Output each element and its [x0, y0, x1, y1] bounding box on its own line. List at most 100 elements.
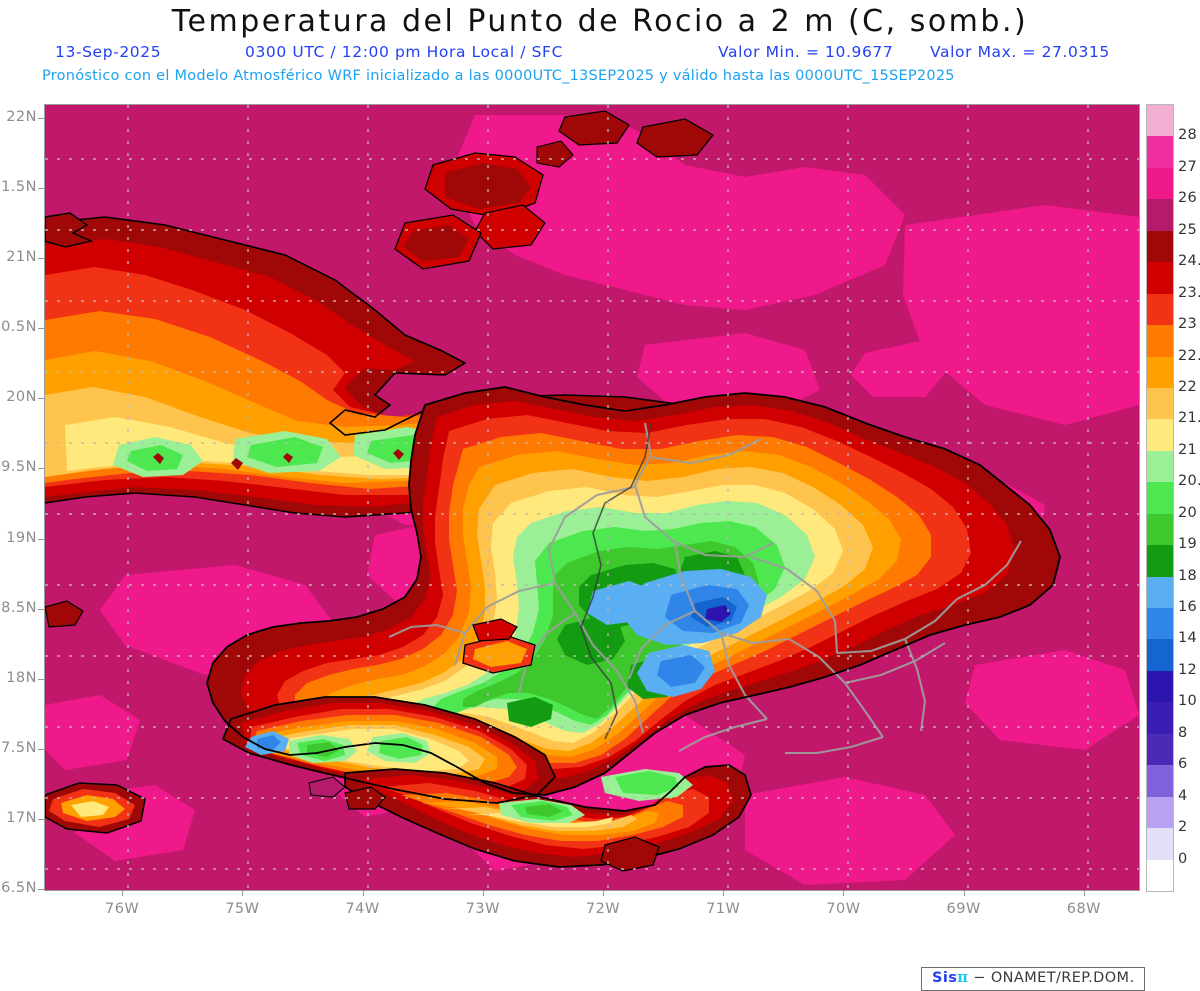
logo-sis-text: Sis — [932, 970, 958, 986]
colorbar-tick-label: 18 — [1178, 567, 1198, 584]
y-axis-tick — [38, 608, 44, 610]
y-axis-label: 20N — [6, 389, 37, 406]
colorbar-swatch — [1147, 199, 1173, 231]
colorbar-tick-label: 19 — [1178, 536, 1198, 553]
model-note: Pronóstico con el Modelo Atmosférico WRF… — [42, 68, 955, 84]
colorbar-tick-label: 23 — [1178, 316, 1198, 333]
colorbar-tick-label: 25 — [1178, 221, 1198, 238]
colorbar-swatch — [1147, 167, 1173, 200]
colorbar-swatch — [1147, 356, 1173, 388]
header: Temperatura del Punto de Rocio a 2 m (C,… — [0, 0, 1200, 95]
y-axis-label: 19N — [6, 529, 37, 546]
colorbar-tick-label: 21 — [1178, 441, 1198, 458]
colorbar-swatch — [1147, 230, 1173, 263]
colorbar-swatch — [1147, 325, 1173, 357]
x-axis-tick — [122, 890, 124, 896]
y-axis-tick — [38, 258, 44, 260]
colorbar-swatch — [1147, 608, 1173, 640]
colorbar-tick-label: 21.5 — [1178, 410, 1200, 427]
colorbar-tick-label: 23.5 — [1178, 284, 1200, 301]
x-axis-label: 68W — [1066, 901, 1102, 917]
x-axis-label: 72W — [585, 901, 621, 917]
plot-area: Sisπ − ONAMET/REP.DOM. 22N 21.5N 21N 20.5N 2… — [0, 95, 1200, 991]
y-axis-label: 18N — [6, 669, 37, 686]
y-axis-label: 19.5N — [0, 459, 37, 476]
y-axis-tick — [38, 398, 44, 400]
y-axis-label: 22N — [6, 109, 37, 126]
colorbar-tick-label: 22 — [1178, 378, 1198, 395]
colorbar-tick-label: 28 — [1178, 127, 1198, 144]
colorbar-tick-label: 14 — [1178, 630, 1198, 647]
logo-org-text: − ONAMET/REP.DOM. — [973, 970, 1135, 986]
x-axis-tick — [242, 890, 244, 896]
colorbar-swatch — [1147, 765, 1173, 797]
colorbar-tick-label: 0 — [1178, 850, 1188, 867]
forecast-date: 13-Sep-2025 — [55, 43, 162, 61]
colorbar-tick-label: 2 — [1178, 819, 1188, 836]
x-axis-label: 75W — [225, 901, 260, 917]
x-axis-label: 69W — [946, 901, 981, 917]
y-axis-tick — [38, 678, 44, 680]
colorbar-tick-label: 8 — [1178, 724, 1188, 741]
x-axis-tick — [603, 890, 605, 896]
colorbar-swatch — [1147, 387, 1173, 420]
colorbar-swatch — [1147, 670, 1173, 703]
value-max-label: Valor Max. = 27.0315 — [930, 43, 1110, 61]
map-canvas[interactable] — [44, 104, 1140, 891]
y-axis-label: 18.5N — [0, 599, 37, 616]
y-axis-label: 21N — [6, 249, 37, 266]
colorbar-tick-label: 24.5 — [1178, 253, 1200, 270]
colorbar-swatch — [1147, 105, 1173, 137]
colorbar-tick-label: 6 — [1178, 756, 1188, 773]
colorbar-swatch — [1147, 796, 1173, 829]
x-axis-tick — [362, 890, 364, 896]
colorbar-tick-label: 26 — [1178, 190, 1198, 207]
colorbar-tick-label: 10 — [1178, 693, 1198, 710]
x-axis-label: 71W — [706, 901, 741, 917]
colorbar-tick-label: 27 — [1178, 158, 1198, 175]
x-axis-tick — [843, 890, 845, 896]
y-axis-tick — [38, 538, 44, 540]
colorbar-tick-label: 12 — [1178, 661, 1198, 678]
colorbar-swatch — [1147, 482, 1173, 514]
colorbar-tick-label: 20.5 — [1178, 473, 1200, 490]
colorbar-swatch — [1147, 639, 1173, 671]
colorbar-swatch — [1147, 733, 1173, 766]
x-axis-tick — [482, 890, 484, 896]
y-axis-tick — [38, 468, 44, 470]
y-axis-label: 16.5N — [0, 880, 37, 896]
colorbar-swatch — [1147, 513, 1173, 546]
y-axis-tick — [38, 328, 44, 330]
x-axis-tick — [723, 890, 725, 896]
logo-pi-icon: π — [957, 969, 969, 986]
colorbar-swatch — [1147, 262, 1173, 294]
y-axis-label: 20.5N — [0, 319, 37, 336]
colorbar-swatch — [1147, 450, 1173, 483]
x-axis-tick — [963, 890, 965, 896]
colorbar-tick-label: 22.5 — [1178, 347, 1200, 364]
colorbar-tick-label: 4 — [1178, 787, 1188, 804]
y-axis-label: 17N — [6, 809, 37, 826]
y-axis-tick — [38, 748, 44, 750]
x-axis-label: 73W — [465, 901, 500, 917]
x-axis-tick — [1083, 890, 1085, 896]
colorbar-swatch — [1147, 828, 1173, 860]
page-title: Temperatura del Punto de Rocio a 2 m (C,… — [171, 4, 1029, 39]
dewpoint-shaded-map — [45, 105, 1139, 890]
x-axis-label: 74W — [345, 901, 380, 917]
y-axis-tick — [38, 188, 44, 190]
colorbar-swatch — [1147, 545, 1173, 577]
value-min-label: Valor Min. = 10.9677 — [718, 43, 894, 61]
colorbar[interactable] — [1146, 104, 1174, 892]
colorbar-swatch — [1147, 293, 1173, 326]
colorbar-swatch — [1147, 859, 1173, 891]
y-axis-label: 21.5N — [0, 179, 37, 196]
y-axis-tick — [38, 118, 44, 120]
y-axis-tick — [38, 889, 44, 890]
y-axis-tick — [38, 818, 44, 820]
x-axis-label: 76W — [104, 901, 140, 917]
colorbar-tick-label: 20 — [1178, 504, 1198, 521]
y-axis-label: 17.5N — [0, 739, 37, 756]
x-axis-label: 70W — [826, 901, 861, 917]
colorbar-swatch — [1147, 576, 1173, 608]
